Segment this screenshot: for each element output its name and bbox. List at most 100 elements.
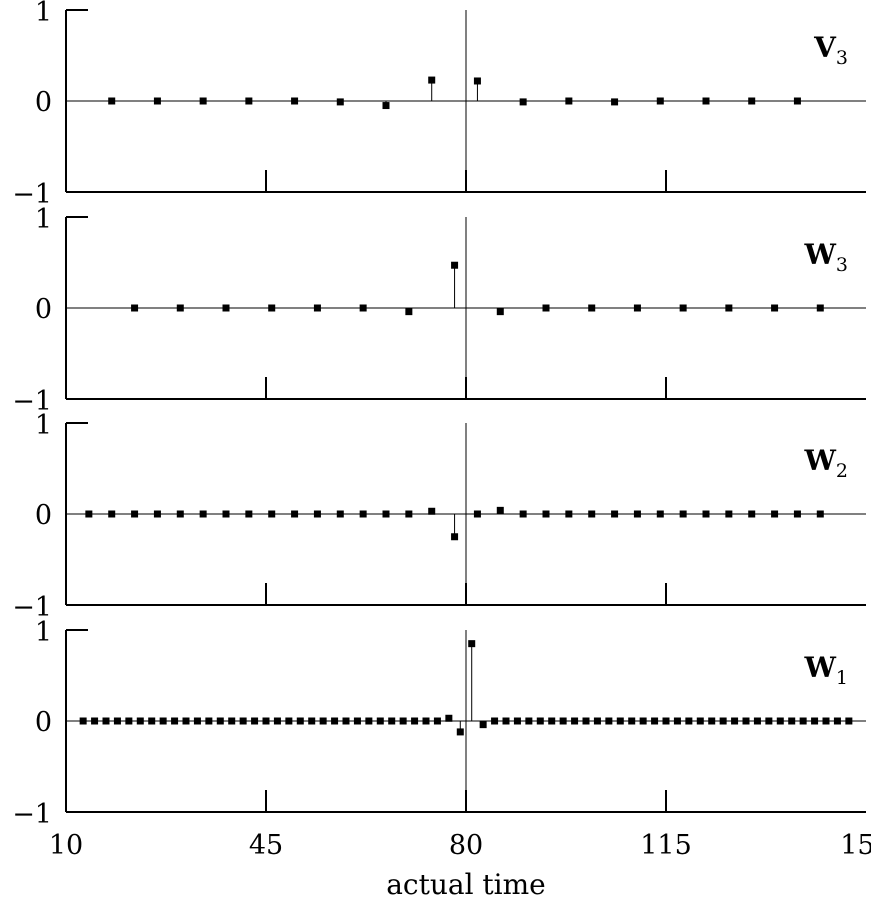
data-point: [399, 717, 407, 725]
data-point: [382, 102, 390, 110]
data-point: [125, 717, 133, 725]
x-tick-label: 80: [449, 830, 483, 861]
data-point: [313, 510, 321, 518]
data-point: [793, 97, 801, 105]
data-point: [519, 510, 527, 518]
data-point: [342, 717, 350, 725]
data-point: [456, 728, 464, 736]
data-point: [376, 717, 384, 725]
data-point: [845, 717, 853, 725]
data-point: [565, 510, 573, 518]
data-point: [811, 717, 819, 725]
data-point: [525, 717, 533, 725]
data-point: [131, 510, 139, 518]
panel-1: 1 0 −1 V3: [12, 0, 866, 210]
data-point: [473, 510, 481, 518]
data-point: [765, 717, 773, 725]
data-point: [428, 507, 436, 515]
y-tick-label: 0: [35, 87, 52, 118]
data-point: [291, 97, 299, 105]
data-point: [222, 510, 230, 518]
data-point: [662, 717, 670, 725]
data-point: [245, 510, 253, 518]
y-tick-label: 1: [35, 0, 52, 28]
data-point: [753, 717, 761, 725]
data-point: [633, 510, 641, 518]
data-point: [411, 717, 419, 725]
data-point: [725, 510, 733, 518]
data-point: [536, 717, 544, 725]
data-point: [451, 533, 459, 541]
data-point: [148, 717, 156, 725]
data-point: [513, 717, 521, 725]
data-point: [153, 510, 161, 518]
data-point: [285, 717, 293, 725]
data-point: [108, 510, 116, 518]
data-point: [656, 510, 664, 518]
data-point: [593, 717, 601, 725]
data-point: [336, 510, 344, 518]
data-point: [291, 510, 299, 518]
data-point: [588, 510, 596, 518]
data-point: [771, 510, 779, 518]
data-point: [502, 717, 510, 725]
data-point: [816, 304, 824, 312]
data-point: [771, 304, 779, 312]
data-point: [331, 717, 339, 725]
y-tick-label: 0: [35, 707, 52, 738]
data-point: [479, 721, 487, 729]
data-point: [433, 717, 441, 725]
data-point: [473, 77, 481, 85]
data-point: [353, 717, 361, 725]
panel-4: 1 0 −1 W1: [12, 617, 866, 830]
data-point: [605, 717, 613, 725]
data-point: [731, 717, 739, 725]
data-point: [696, 717, 704, 725]
data-point: [451, 261, 459, 269]
data-point: [468, 640, 476, 648]
panel-label: W1: [803, 651, 848, 689]
data-point: [788, 717, 796, 725]
data-point: [268, 510, 276, 518]
data-point: [816, 510, 824, 518]
y-tick-label: 1: [35, 617, 52, 648]
data-point: [359, 304, 367, 312]
data-point: [633, 304, 641, 312]
data-point: [776, 717, 784, 725]
data-point: [199, 97, 207, 105]
data-point: [405, 510, 413, 518]
data-point: [748, 510, 756, 518]
data-point: [519, 98, 527, 106]
data-point: [205, 717, 213, 725]
data-point: [313, 304, 321, 312]
data-point: [639, 717, 647, 725]
data-point: [251, 717, 259, 725]
data-point: [611, 98, 619, 106]
y-tick-label: −1: [12, 386, 52, 417]
data-point: [268, 304, 276, 312]
data-point: [422, 717, 430, 725]
data-point: [171, 717, 179, 725]
data-point: [159, 717, 167, 725]
data-point: [651, 717, 659, 725]
y-tick-label: 0: [35, 294, 52, 325]
data-point: [222, 304, 230, 312]
data-point: [673, 717, 681, 725]
panel-label: W2: [803, 444, 848, 482]
data-point: [428, 76, 436, 84]
data-point: [336, 98, 344, 106]
data-point: [85, 510, 93, 518]
data-point: [228, 717, 236, 725]
data-point: [108, 97, 116, 105]
data-point: [193, 717, 201, 725]
data-point: [491, 717, 499, 725]
data-point: [136, 717, 144, 725]
panel-3: 1 0 −1 W2: [12, 410, 866, 623]
data-point: [239, 717, 247, 725]
data-point: [571, 717, 579, 725]
y-tick-label: 1: [35, 204, 52, 235]
data-point: [799, 717, 807, 725]
data-point: [445, 714, 453, 722]
data-point: [153, 97, 161, 105]
data-point: [176, 304, 184, 312]
